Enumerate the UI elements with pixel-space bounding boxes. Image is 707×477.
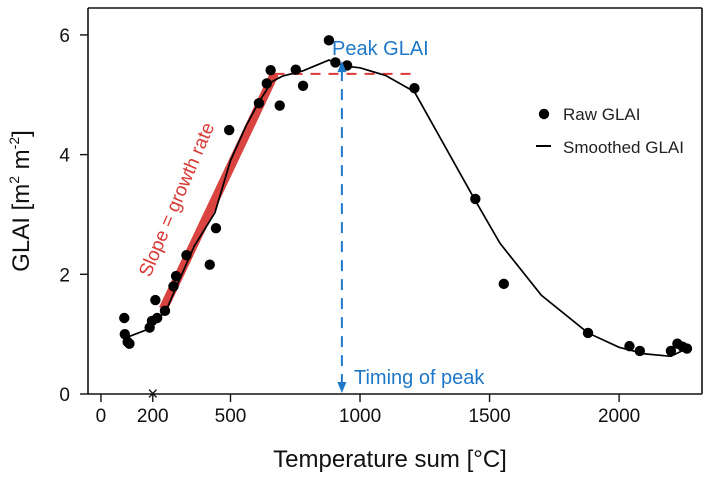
y-tick-label: 0 bbox=[59, 385, 70, 406]
raw-glai-point bbox=[168, 281, 179, 292]
raw-glai-point bbox=[210, 223, 222, 234]
raw-glai-point bbox=[681, 343, 693, 354]
x-tick-label: 1500 bbox=[468, 406, 510, 427]
peak-arrowhead-up bbox=[337, 61, 347, 73]
x-tick-label: 2000 bbox=[598, 406, 640, 427]
raw-glai-point bbox=[150, 294, 161, 306]
plot-area: 0 2 4 6 0 200 500 1000 1500 2000 Temperature sum [… bbox=[6, 7, 703, 473]
raw-glai-point bbox=[124, 338, 135, 349]
x-axis-marker-200: × bbox=[147, 384, 158, 405]
raw-glai-point bbox=[634, 345, 646, 357]
y-axis-label-part: ] bbox=[8, 130, 35, 137]
timing-arrowhead-down bbox=[337, 382, 347, 393]
x-tick-label: 500 bbox=[215, 406, 247, 427]
peak-glai-annotation: Peak GLAI bbox=[332, 38, 429, 60]
timing-of-peak-annotation: Timing of peak bbox=[354, 367, 485, 389]
raw-glai-point bbox=[181, 249, 192, 261]
x-tick-label: 200 bbox=[137, 406, 169, 427]
y-axis-label-part: GLAI [m bbox=[8, 184, 35, 272]
raw-glai-point bbox=[582, 327, 594, 339]
y-axis-label: GLAI [m2 m-2] bbox=[6, 130, 35, 272]
raw-glai-point bbox=[323, 35, 335, 46]
x-axis-label: Temperature sum [°C] bbox=[273, 446, 507, 473]
growth-rate-slope-line bbox=[159, 71, 279, 311]
raw-glai-point bbox=[624, 340, 635, 352]
raw-glai-point bbox=[297, 80, 309, 91]
x-tick-label: 1000 bbox=[339, 406, 381, 427]
raw-glai-point bbox=[470, 193, 481, 205]
raw-glai-point bbox=[170, 270, 182, 282]
legend-smoothed-glai-label: Smoothed GLAI bbox=[563, 138, 684, 157]
y-axis-label-part: 2 bbox=[6, 176, 22, 184]
y-axis-label-part: m bbox=[8, 149, 35, 176]
raw-glai-point bbox=[159, 305, 171, 317]
raw-glai-point bbox=[665, 345, 677, 357]
raw-glai-point bbox=[253, 97, 265, 109]
legend: Raw GLAI Smoothed GLAI bbox=[536, 105, 684, 157]
raw-glai-point bbox=[204, 259, 215, 270]
raw-glai-point bbox=[151, 312, 163, 324]
slope-growth-rate-annotation: Slope = growth rate bbox=[135, 120, 219, 280]
raw-glai-point bbox=[119, 312, 130, 324]
raw-glai-point bbox=[409, 82, 420, 94]
raw-glai-point bbox=[223, 124, 235, 136]
legend-raw-glai-marker bbox=[538, 108, 550, 120]
raw-glai-point bbox=[330, 57, 341, 68]
raw-glai-point bbox=[290, 64, 301, 75]
x-tick-label: 0 bbox=[96, 406, 107, 427]
raw-glai-point bbox=[498, 278, 510, 290]
raw-glai-point bbox=[265, 65, 276, 76]
raw-glai-point bbox=[261, 78, 272, 89]
raw-glai-point bbox=[274, 100, 285, 111]
y-axis-label-part: -2 bbox=[6, 137, 22, 150]
y-tick-label: 4 bbox=[59, 146, 70, 167]
y-tick-label: 2 bbox=[59, 265, 70, 286]
y-tick-label: 6 bbox=[59, 26, 70, 47]
legend-raw-glai-label: Raw GLAI bbox=[563, 105, 640, 124]
